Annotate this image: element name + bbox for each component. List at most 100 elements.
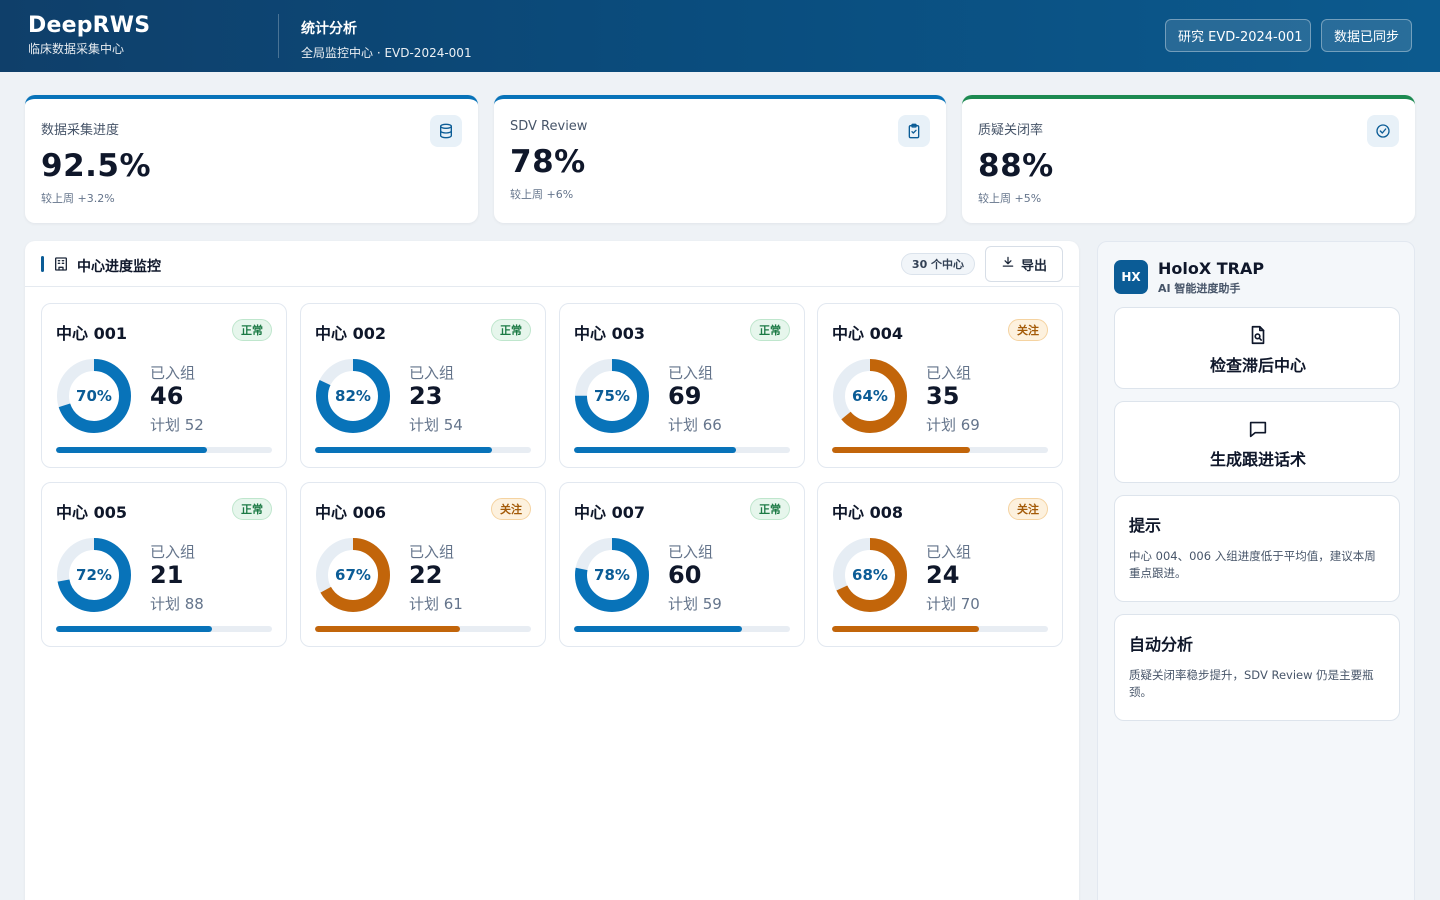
page-title: 统计分析: [301, 21, 357, 37]
progress-percent: 72%: [76, 566, 112, 584]
center-name: 中心 003: [574, 324, 645, 343]
analysis-title: 自动分析: [1129, 635, 1194, 654]
progress-bar: [315, 626, 531, 632]
donut-arc: [833, 538, 907, 612]
planned-count: 计划 52: [150, 416, 204, 434]
accent-bar: [41, 256, 44, 272]
kpi-card-collection: 数据采集进度 92.5% 较上周 +3.2%: [25, 95, 478, 223]
kpi-label: 质疑关闭率: [978, 123, 1044, 138]
brand-subtitle: 临床数据采集中心: [28, 42, 125, 56]
export-button[interactable]: 导出: [985, 246, 1063, 282]
donut-arc: [316, 538, 390, 612]
top-header: DeepRWS 临床数据采集中心 统计分析 全局监控中心 · EVD-2024-…: [0, 0, 1440, 72]
donut-arc: [575, 538, 649, 612]
kpi-delta: 较上周 +5%: [978, 192, 1042, 205]
tip-text: 中心 004、006 入组进度低于平均值，建议本周重点跟进。: [1129, 549, 1376, 581]
progress-donut: [833, 538, 907, 612]
donut-arc: [57, 538, 131, 612]
status-badge: 关注: [1008, 319, 1048, 341]
check-lagging-centers-button[interactable]: 检查滞后中心: [1114, 307, 1400, 389]
clipboard-check-icon: [898, 115, 930, 147]
progress-donut: [316, 359, 390, 433]
progress-donut: [833, 359, 907, 433]
progress-bar-fill: [832, 447, 971, 453]
status-badge: 正常: [491, 319, 531, 341]
kpi-delta: 较上周 +3.2%: [41, 192, 115, 205]
enrolled-label: 已入组: [668, 364, 714, 382]
center-card[interactable]: 中心 005 正常 72% 已入组 21 计划 88: [41, 482, 287, 647]
center-progress-panel: 中心进度监控 30 个中心 导出 中心 001 正常 70% 已入组 46 计划 52 中心…: [25, 241, 1079, 900]
progress-bar-fill: [315, 447, 493, 453]
enrolled-label: 已入组: [926, 543, 972, 561]
sync-status-button[interactable]: 数据已同步: [1321, 19, 1412, 52]
center-card[interactable]: 中心 008 关注 68% 已入组 24 计划 70: [817, 482, 1063, 647]
enrolled-label: 已入组: [668, 543, 714, 561]
progress-bar-fill: [56, 626, 212, 632]
status-badge: 正常: [750, 498, 790, 520]
donut-arc: [575, 359, 649, 433]
kpi-value: 92.5%: [41, 148, 152, 184]
center-card[interactable]: 中心 003 正常 75% 已入组 69 计划 66: [559, 303, 805, 468]
center-card[interactable]: 中心 004 关注 64% 已入组 35 计划 69: [817, 303, 1063, 468]
enrolled-label: 已入组: [150, 543, 196, 561]
action-label: 检查滞后中心: [1209, 356, 1306, 375]
progress-bar-fill: [56, 447, 208, 453]
progress-bar: [315, 447, 531, 453]
center-card[interactable]: 中心 001 正常 70% 已入组 46 计划 52: [41, 303, 287, 468]
breadcrumb: 全局监控中心 · EVD-2024-001: [301, 46, 472, 60]
download-icon: [1001, 255, 1015, 273]
donut-arc: [57, 359, 131, 433]
status-badge: 正常: [232, 498, 272, 520]
page-info: 统计分析 全局监控中心 · EVD-2024-001: [301, 18, 472, 61]
progress-percent: 67%: [335, 566, 371, 584]
study-button[interactable]: 研究 EVD-2024-001: [1165, 19, 1311, 52]
enrolled-count: 23: [409, 382, 443, 410]
progress-bar: [574, 447, 790, 453]
status-badge: 关注: [1008, 498, 1048, 520]
enrolled-count: 21: [150, 561, 184, 589]
progress-donut: [316, 538, 390, 612]
assistant-subtitle: AI 智能进度助手: [1158, 282, 1241, 295]
center-name: 中心 001: [56, 324, 127, 343]
planned-count: 计划 88: [150, 595, 204, 613]
kpi-card-sdv: SDV Review 78% 较上周 +6%: [494, 95, 946, 223]
progress-percent: 75%: [594, 387, 630, 405]
progress-donut: [575, 538, 649, 612]
enrolled-label: 已入组: [150, 364, 196, 382]
action-label: 生成跟进话术: [1209, 450, 1306, 469]
brand[interactable]: DeepRWS 临床数据采集中心: [28, 13, 150, 57]
building-icon: [53, 256, 69, 276]
center-card[interactable]: 中心 007 正常 78% 已入组 60 计划 59: [559, 482, 805, 647]
planned-count: 计划 59: [668, 595, 722, 613]
center-name: 中心 004: [832, 324, 903, 343]
auto-analysis-card: 自动分析 质疑关闭率稳步提升，SDV Review 仍是主要瓶颈。: [1114, 614, 1400, 721]
enrolled-count: 69: [668, 382, 702, 410]
progress-percent: 70%: [76, 387, 112, 405]
progress-bar: [832, 626, 1048, 632]
progress-bar: [56, 626, 272, 632]
enrolled-label: 已入组: [409, 543, 455, 561]
progress-donut: [575, 359, 649, 433]
planned-count: 计划 54: [409, 416, 463, 434]
enrolled-count: 46: [150, 382, 184, 410]
panel-title: 中心进度监控: [77, 259, 161, 275]
status-badge: 正常: [232, 319, 272, 341]
progress-bar-fill: [574, 447, 736, 453]
enrolled-label: 已入组: [409, 364, 455, 382]
center-name: 中心 005: [56, 503, 127, 522]
progress-percent: 78%: [594, 566, 630, 584]
message-square-icon: [1247, 418, 1269, 444]
progress-donut: [57, 538, 131, 612]
kpi-value: 78%: [510, 144, 586, 180]
assistant-name: HoloX TRAP: [1158, 259, 1265, 278]
kpi-label: SDV Review: [510, 119, 588, 134]
center-card[interactable]: 中心 002 正常 82% 已入组 23 计划 54: [300, 303, 546, 468]
center-card[interactable]: 中心 006 关注 67% 已入组 22 计划 61: [300, 482, 546, 647]
generate-followup-button[interactable]: 生成跟进话术: [1114, 401, 1400, 483]
progress-bar-fill: [315, 626, 460, 632]
tip-title: 提示: [1129, 516, 1162, 535]
progress-bar: [832, 447, 1048, 453]
enrolled-count: 24: [926, 561, 960, 589]
header-divider: [278, 14, 279, 58]
center-name: 中心 007: [574, 503, 645, 522]
